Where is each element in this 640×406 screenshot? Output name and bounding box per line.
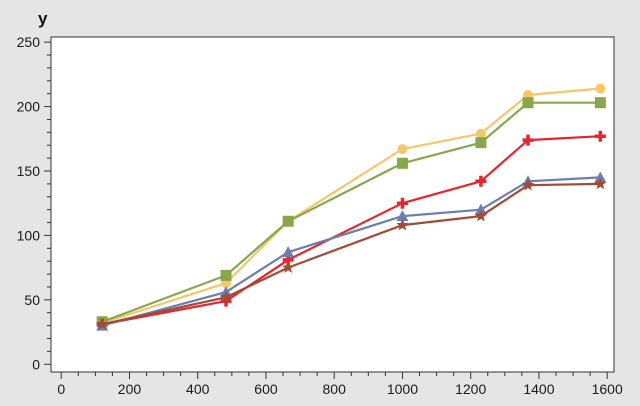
x-tick-label: 1000 [387, 381, 418, 397]
data-point [396, 210, 409, 222]
x-tick-label: 1200 [455, 381, 486, 397]
series [96, 130, 606, 330]
data-point [594, 171, 607, 183]
data-point [282, 246, 295, 258]
data-point [474, 209, 488, 222]
data-point [522, 97, 534, 109]
data-point [282, 215, 294, 227]
y-tick-label: 150 [17, 163, 41, 179]
axes: 0 200 400 600 800 1000 1200 1400 1600 0 50 100 150 20… [17, 34, 623, 397]
data-point [396, 197, 408, 209]
x-tick-label: 800 [323, 381, 347, 397]
series [96, 177, 607, 330]
y-tick-label: 250 [17, 34, 41, 50]
data-point [475, 128, 486, 139]
data-point [397, 144, 408, 155]
y-tick-label: 200 [17, 99, 41, 115]
data-point [396, 157, 408, 169]
x-tick-label: 1600 [592, 381, 623, 397]
plot-area [50, 36, 615, 373]
y-tick-label: 100 [17, 227, 41, 243]
y-tick-label: 50 [24, 292, 40, 308]
data-point [521, 178, 535, 191]
x-tick-label: 400 [186, 381, 210, 397]
data-point [475, 137, 487, 149]
data-point [220, 269, 232, 281]
data-point [219, 290, 233, 303]
x-tick-label: 600 [254, 381, 278, 397]
data-point [594, 177, 607, 190]
data-point [594, 97, 606, 109]
y-tick-label: 0 [32, 356, 40, 372]
x-tick-label: 0 [57, 381, 65, 397]
data-point [594, 130, 606, 142]
data-point [396, 218, 409, 231]
data-point [475, 175, 487, 187]
data-point [96, 317, 109, 330]
data-point [282, 261, 295, 273]
data-point [595, 83, 606, 94]
y-axis-title: y [38, 9, 48, 28]
x-tick-label: 200 [118, 381, 142, 397]
series-layer [96, 83, 607, 331]
data-point [474, 203, 487, 215]
data-point [522, 134, 534, 146]
x-tick-label: 1400 [523, 381, 554, 397]
